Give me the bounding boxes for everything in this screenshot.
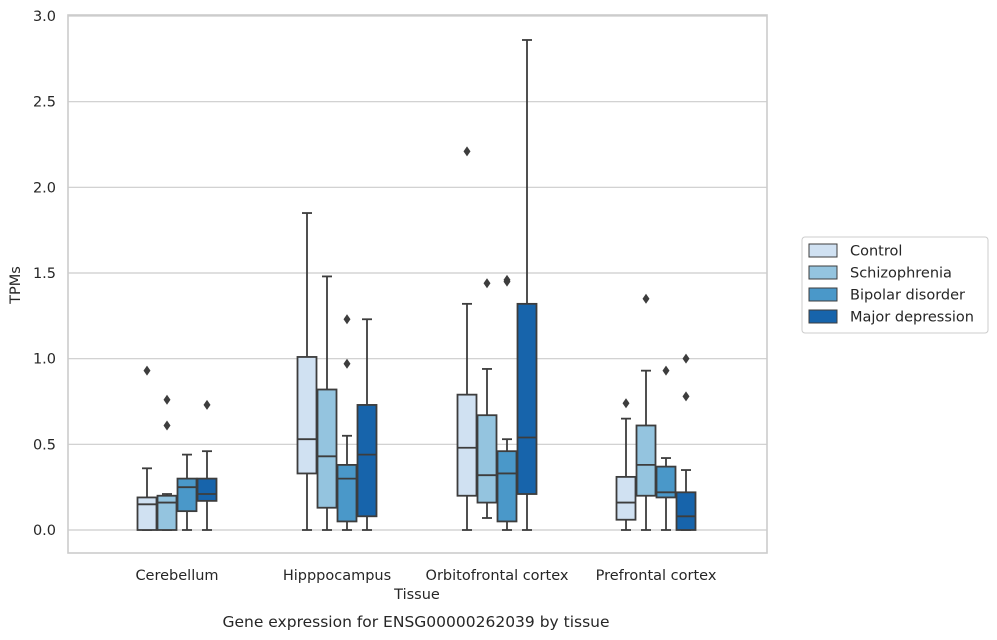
series-0 xyxy=(136,146,637,531)
box-2-0 xyxy=(176,453,198,531)
outlier-point xyxy=(483,278,491,289)
box-body xyxy=(615,475,637,521)
legend-swatch xyxy=(808,309,838,324)
x-tick-labels: Cerebellum Hipppocampus Orbitofrontal cort… xyxy=(135,568,716,584)
outlier-point xyxy=(343,358,351,369)
outlier-point xyxy=(463,146,471,157)
box-2-3 xyxy=(655,365,677,531)
series-3 xyxy=(196,39,697,531)
box-body xyxy=(176,477,198,513)
outlier-point xyxy=(343,314,351,325)
chart-caption: Gene expression for ENSG00000262039 by t… xyxy=(222,613,609,631)
box-body xyxy=(136,496,158,531)
box-0-1 xyxy=(296,212,318,531)
y-tick-label: 0.0 xyxy=(33,523,56,539)
legend-swatch xyxy=(808,287,838,302)
y-tick-label: 1.0 xyxy=(33,352,56,368)
y-tick-label: 2.5 xyxy=(33,95,56,111)
legend-label: Bipolar disorder xyxy=(850,288,965,304)
y-tick-label: 3.0 xyxy=(33,9,56,25)
plot-frame xyxy=(67,14,768,554)
box-1-3 xyxy=(635,293,657,531)
box-groups xyxy=(136,39,697,531)
y-tick-label: 2.0 xyxy=(33,180,56,196)
box-3-2 xyxy=(516,39,538,531)
y-tick-label: 1.5 xyxy=(33,266,56,282)
box-body xyxy=(655,465,677,499)
series-1 xyxy=(156,275,657,531)
x-tick-label: Prefrontal cortex xyxy=(596,568,717,584)
x-tick-label: Cerebellum xyxy=(135,568,218,584)
box-body xyxy=(356,404,378,518)
outlier-point xyxy=(682,353,690,364)
box-body xyxy=(675,491,697,531)
legend: Control Schizophrenia Bipolar disorder Majo… xyxy=(801,236,989,334)
outlier-point xyxy=(642,293,650,304)
box-body xyxy=(296,356,318,475)
box-3-0 xyxy=(196,399,218,531)
box-2-2 xyxy=(496,274,518,531)
legend-swatch xyxy=(808,265,838,280)
y-tick-labels: 0.0 0.5 1.0 1.5 2.0 2.5 3.0 xyxy=(33,9,56,539)
outlier-point xyxy=(682,391,690,402)
outlier-point xyxy=(143,365,151,376)
legend-label: Control xyxy=(850,244,902,260)
legend-label: Schizophrenia xyxy=(850,266,952,282)
legend-frame xyxy=(801,236,989,334)
legend-label: Major depression xyxy=(850,310,974,326)
series-2 xyxy=(176,274,677,531)
box-0-3 xyxy=(615,398,637,531)
box-3-1 xyxy=(356,318,378,531)
box-body xyxy=(496,450,518,523)
box-body xyxy=(516,302,538,495)
box-body xyxy=(156,494,178,531)
box-body xyxy=(316,388,338,509)
box-0-0 xyxy=(136,365,158,531)
outlier-point xyxy=(203,399,211,410)
outlier-point xyxy=(662,365,670,376)
box-2-1 xyxy=(336,314,358,531)
x-axis-label: Tissue xyxy=(393,587,440,603)
x-tick-label: Hipppocampus xyxy=(283,568,391,584)
y-axis-label: TPMs xyxy=(8,266,24,305)
outlier-point xyxy=(163,394,171,405)
outlier-point xyxy=(163,420,171,431)
box-body xyxy=(476,414,498,504)
box-body xyxy=(196,477,218,502)
box-3-3 xyxy=(675,353,697,531)
box-1-1 xyxy=(316,275,338,531)
box-body xyxy=(635,424,657,497)
box-body xyxy=(336,463,358,523)
box-body xyxy=(456,393,478,497)
y-tick-label: 0.5 xyxy=(33,437,56,453)
outlier-point xyxy=(622,398,630,409)
outlier-point xyxy=(503,274,511,285)
x-tick-label: Orbitofrontal cortex xyxy=(426,568,569,584)
box-1-0 xyxy=(156,394,178,531)
box-1-2 xyxy=(476,278,498,519)
box-0-2 xyxy=(456,146,478,531)
legend-swatch xyxy=(808,243,838,258)
